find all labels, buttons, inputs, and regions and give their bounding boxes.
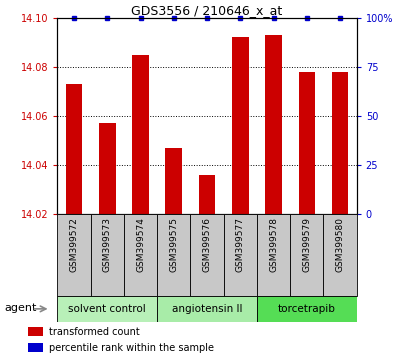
Bar (28, 327, 43, 336)
Text: agent: agent (4, 303, 37, 313)
Text: transformed count: transformed count (49, 327, 139, 337)
Bar (256, 296, 356, 322)
Bar (90, 214, 124, 296)
Bar (190, 214, 223, 296)
Text: angiotensin II: angiotensin II (171, 304, 242, 314)
Bar (132, 55, 148, 214)
Bar (157, 296, 256, 322)
Bar (57, 214, 90, 296)
Bar (331, 72, 348, 214)
Bar (231, 38, 248, 214)
Bar (28, 343, 43, 353)
Text: percentile rank within the sample: percentile rank within the sample (49, 343, 213, 353)
Text: solvent control: solvent control (68, 304, 146, 314)
Bar (265, 35, 281, 214)
Bar (298, 72, 315, 214)
Bar (124, 214, 157, 296)
Text: GSM399576: GSM399576 (202, 217, 211, 273)
Bar (290, 214, 323, 296)
Text: GSM399573: GSM399573 (103, 217, 112, 273)
Title: GDS3556 / 210646_x_at: GDS3556 / 210646_x_at (131, 4, 282, 17)
Bar (323, 214, 356, 296)
Bar (256, 214, 290, 296)
Bar (57, 296, 157, 322)
Bar (65, 84, 82, 214)
Bar (157, 214, 190, 296)
Text: GSM399578: GSM399578 (268, 217, 277, 273)
Text: GSM399577: GSM399577 (235, 217, 244, 273)
Text: torcetrapib: torcetrapib (277, 304, 335, 314)
Text: GSM399574: GSM399574 (136, 217, 145, 272)
Text: GSM399580: GSM399580 (335, 217, 344, 273)
Text: GSM399579: GSM399579 (301, 217, 310, 273)
Text: GSM399572: GSM399572 (70, 217, 79, 272)
Bar (99, 123, 115, 214)
Bar (223, 214, 256, 296)
Bar (165, 148, 182, 214)
Bar (198, 175, 215, 214)
Text: GSM399575: GSM399575 (169, 217, 178, 273)
